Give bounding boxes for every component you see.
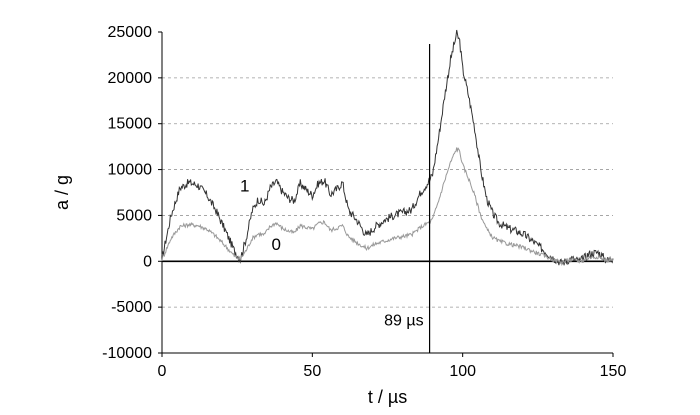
series-line-0 (161, 147, 614, 266)
y-tick-label-10000: 10000 (108, 162, 153, 179)
x-tick-label-0: 0 (158, 363, 167, 380)
y-tick-label--5000: -5000 (111, 299, 152, 316)
annotation-label: 89 µs (384, 312, 423, 329)
y-axis-title: a / g (52, 175, 72, 210)
y-tick-label-15000: 15000 (108, 116, 153, 133)
x-tick-label-100: 100 (449, 363, 476, 380)
series-label-1: 1 (240, 177, 249, 196)
x-tick-label-50: 50 (303, 363, 321, 380)
series-line-1 (161, 29, 614, 266)
y-tick-label-25000: 25000 (108, 24, 153, 41)
x-axis-title: t / µs (368, 387, 407, 407)
y-tick-label-5000: 5000 (116, 207, 152, 224)
y-tick-label--10000: -10000 (102, 345, 152, 362)
y-tick-label-20000: 20000 (108, 70, 153, 87)
y-tick-label-0: 0 (143, 253, 152, 270)
x-tick-label-150: 150 (600, 363, 627, 380)
series-label-0: 0 (272, 235, 281, 254)
